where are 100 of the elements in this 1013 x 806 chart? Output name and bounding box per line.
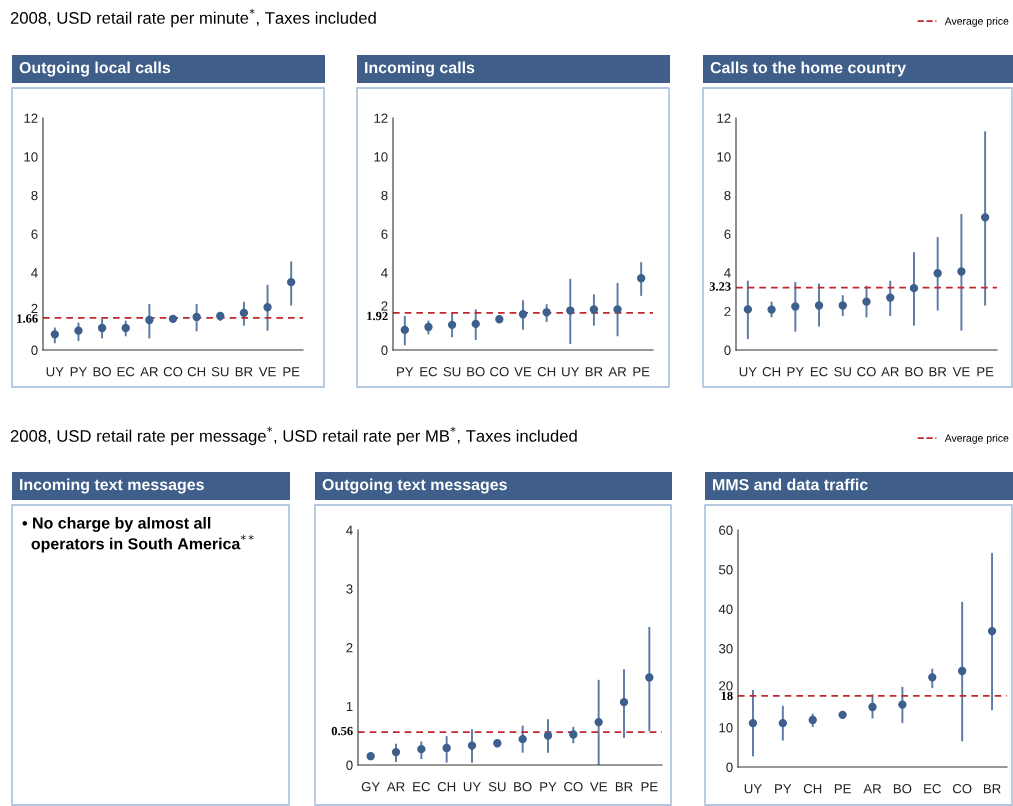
chart-subtitle: 2008, USD retail rate per minute$^{*}$, Taxes included [10,8,376,28]
x-tick-label: AR [386,782,405,792]
x-tick-label: BO [93,367,111,377]
x-tick-label: CO [857,367,876,377]
chart-title: MMS and data traffic [713,478,868,491]
x-tick-label: SU [211,367,229,377]
y-tick-label: 30 [718,644,733,654]
y-tick-label: 12 [374,113,388,123]
x-tick-label: CH [762,367,781,377]
x-tick-label: CO [163,367,183,377]
legend-label: Average price [944,434,1009,444]
x-tick-label: BO [893,784,912,794]
x-tick-label: EC [420,367,438,377]
chart-title: Outgoing text messages [322,478,507,494]
chart-title: Incoming calls [365,61,475,77]
x-tick-label: PY [787,367,804,377]
y-tick-label: 2 [381,301,388,311]
x-tick-label: CH [803,784,822,794]
chart-title: Outgoing local calls [19,61,171,77]
x-tick-label: CO [952,784,972,794]
x-tick-label: AR [140,367,158,377]
y-tick-label: 50 [718,565,733,575]
x-tick-label: BR [615,782,633,792]
y-tick-label: 1 [346,701,353,712]
text: • No charge by almost all operators in South America$^{**}$ [22,517,254,553]
legend-label: Average price [944,17,1009,27]
x-tick-label: SU [443,367,461,377]
y-tick-label: 0 [726,762,733,772]
y-tick-label: 1.66 [17,314,38,323]
x-tick-label: VE [258,367,276,377]
x-tick-label: SU [834,367,851,377]
y-tick-label: 6 [31,229,38,239]
y-tick-label: 12 [24,113,38,123]
y-tick-label: 8 [724,190,731,201]
y-tick-label: 2 [31,303,38,314]
x-tick-label: EC [413,782,430,792]
x-tick-label: PE [977,367,994,377]
x-tick-label: CO [564,782,583,792]
y-tick-label: 4 [381,268,388,278]
x-tick-label: VE [952,367,970,377]
x-tick-label: PE [641,782,658,792]
chart-title: Calls to the home country [710,61,907,77]
x-tick-label: EC [117,367,135,377]
y-tick-label: 6 [724,229,731,239]
y-tick-label: 10 [24,152,38,162]
x-tick-label: BO [514,782,532,792]
x-tick-label: PE [283,367,300,377]
y-tick-label: 40 [718,604,733,614]
y-tick-label: 0 [346,760,353,770]
x-tick-label: UY [739,367,757,377]
x-tick-label: AR [608,367,627,377]
x-tick-label: AR [881,367,899,377]
x-tick-label: VE [589,782,607,792]
x-tick-label: EC [810,367,828,377]
x-tick-label: UY [562,367,580,377]
x-tick-label: BR [929,367,947,377]
x-tick-label: BR [235,367,253,377]
text: 2008, USD retail rate per message$^{*}$, USD retail rate per MB$^{*}$, Taxes included [10,426,577,446]
y-tick-label: 4 [724,268,731,278]
x-tick-label: CO [490,367,509,377]
y-tick-label: 0 [31,345,38,355]
x-tick-label: PY [70,367,87,377]
x-tick-label: UY [463,782,481,792]
x-tick-label: PE [834,784,851,794]
y-tick-label: 4 [31,268,38,278]
x-tick-label: BO [467,367,485,377]
y-tick-label: 0 [724,345,731,355]
y-tick-label: 0.56 [331,726,353,736]
y-tick-label: 2 [346,643,353,653]
x-tick-label: PY [540,782,557,792]
x-tick-label: UY [744,784,762,794]
x-tick-label: SU [488,782,506,792]
x-tick-label: EC [924,784,941,794]
y-tick-label: 6 [381,229,388,239]
y-tick-label: 0 [381,345,388,355]
x-tick-label: CH [537,367,556,377]
x-tick-label: UY [46,367,64,377]
y-tick-label: 18 [721,691,733,701]
x-tick-label: BR [585,367,603,377]
y-tick-label: 2 [724,306,731,317]
y-tick-label: 8 [381,190,388,201]
x-tick-label: BR [983,784,1001,794]
text: Incoming text messages [20,478,204,494]
x-tick-label: BO [905,367,923,377]
x-tick-label: PY [775,784,792,794]
y-tick-label: 1.92 [367,311,388,321]
y-tick-label: 60 [719,525,733,535]
x-tick-label: AR [863,784,882,794]
y-tick-label: 4 [346,525,353,535]
x-tick-label: PE [633,367,650,377]
y-tick-label: 10 [719,723,733,733]
y-tick-label: 3 [346,584,353,594]
x-tick-label: GY [361,782,380,792]
x-tick-label: CH [187,367,206,377]
y-tick-label: 10 [374,152,388,162]
y-tick-label: 10 [717,152,731,162]
y-tick-label: 8 [31,190,38,201]
x-tick-label: CH [437,782,456,792]
x-tick-label: VE [514,367,532,377]
y-tick-label: 20 [719,681,733,691]
